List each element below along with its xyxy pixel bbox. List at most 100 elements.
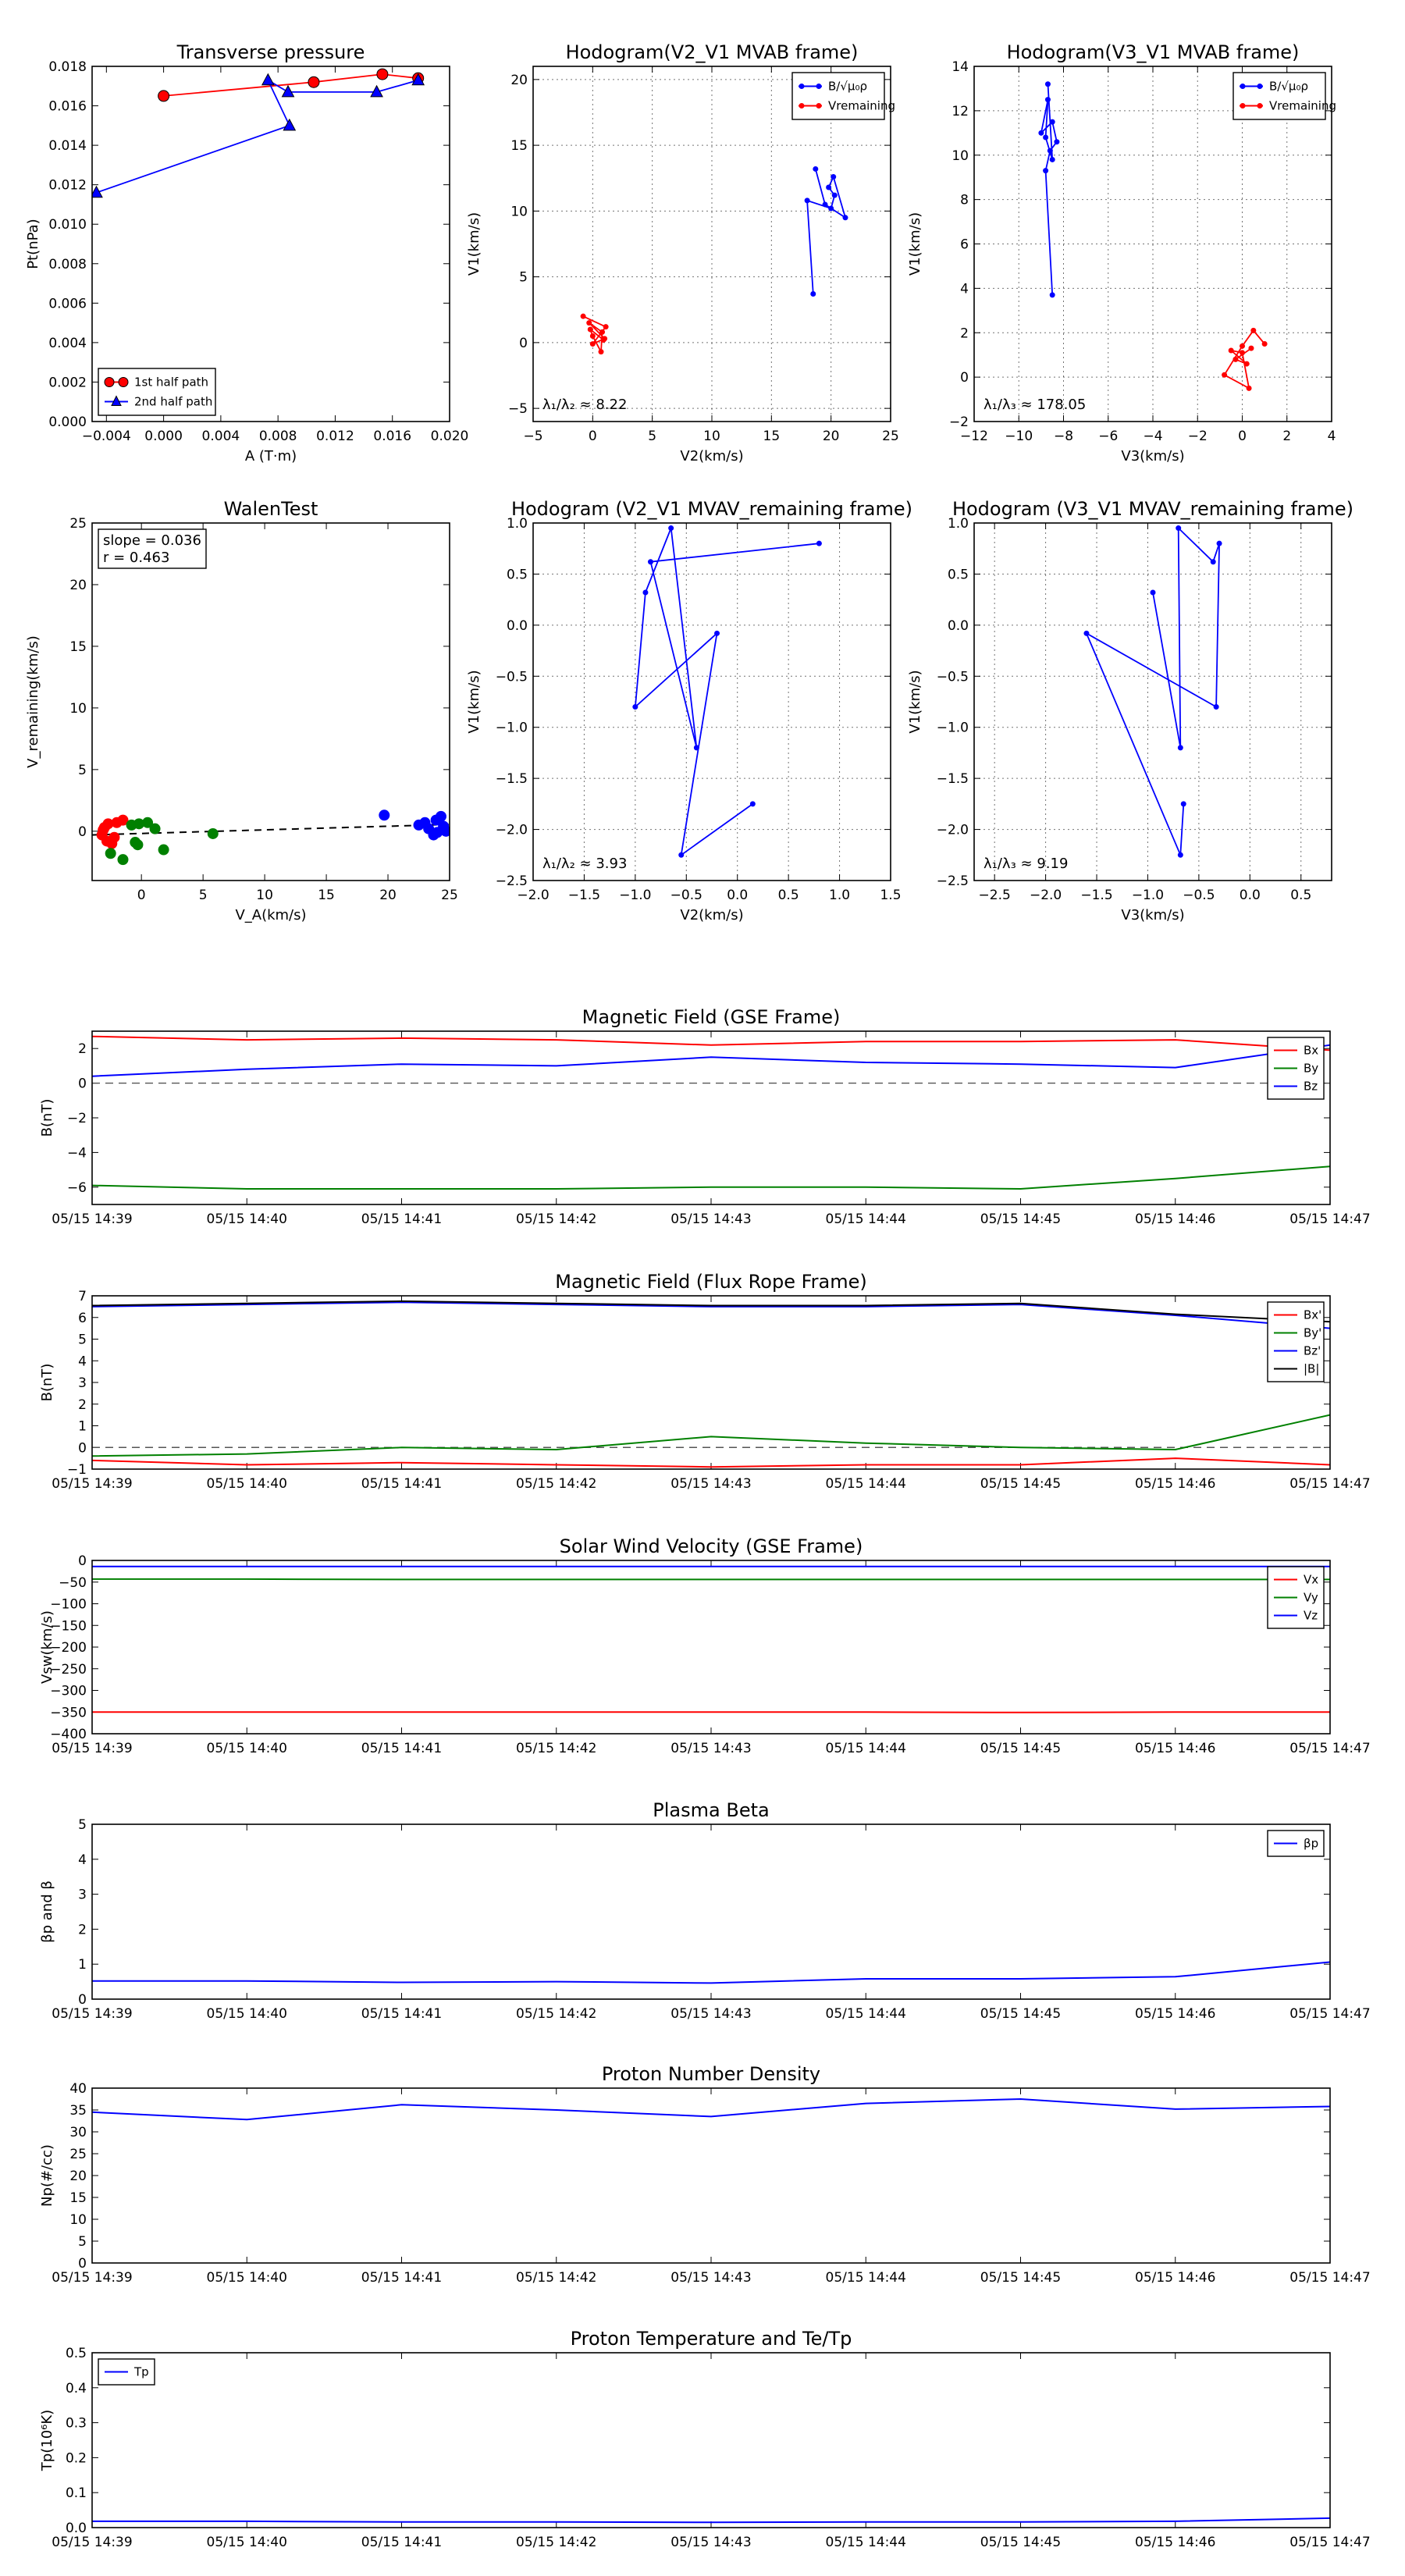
chart-title: Hodogram (V3_V1 MVAV_remaining frame) — [952, 498, 1353, 520]
y-tick-label: 5 — [78, 1817, 87, 1833]
y-tick-label: 0.0 — [948, 618, 969, 634]
chart-title: Proton Number Density — [602, 2063, 820, 2085]
legend: 1st half path 2nd half path — [98, 368, 216, 416]
eigenvalue-ratio-label: λ₁/λ₂ ≈ 3.93 — [542, 856, 627, 872]
y-tick-label: 0 — [78, 1440, 87, 1456]
y-tick-label: 0.004 — [48, 336, 87, 351]
x-tick-label: 05/15 14:43 — [670, 2535, 751, 2550]
data-point-dot — [647, 559, 653, 565]
data-point-dot — [828, 205, 834, 212]
legend-label: Bz — [1304, 1080, 1318, 1094]
y-tick-label: 10 — [69, 701, 87, 717]
data-point-dot — [714, 630, 720, 636]
y-tick-label: 6 — [960, 237, 969, 253]
y-tick-label: −2 — [67, 1111, 87, 1126]
chart-title: Transverse pressure — [176, 41, 365, 63]
data-point-dot — [816, 540, 822, 546]
chart-title: Hodogram(V3_V1 MVAB frame) — [1007, 41, 1300, 63]
data-point-dot — [831, 192, 838, 198]
plot-area — [92, 809, 450, 866]
plot-area — [92, 2517, 1330, 2524]
y-tick-label: 0 — [78, 1076, 87, 1092]
series-line-0 — [92, 1457, 1330, 1468]
x-tick-label: 05/15 14:39 — [52, 1476, 132, 1492]
x-tick-label: −2.0 — [1030, 888, 1062, 903]
hodogram-v2-v1-mvav-chart: −2.0 −1.5 −1.0 −0.5 0.0 0.5 1.0 1.5−2.5−2.0−1.5… — [466, 498, 912, 923]
hodogram-v3-v1-mvab-chart: −12 −10 −8 −6 −4 −2 0 2 4 −2 0 2 4 6 8 10 12 14 Hodogram(V… — [907, 41, 1336, 464]
y-tick-label: −100 — [50, 1597, 87, 1613]
x-tick-label: −8 — [1054, 429, 1073, 444]
plot-area — [92, 1300, 1330, 1468]
legend-label: Vy — [1304, 1591, 1318, 1605]
series-line-2 — [92, 1044, 1330, 1077]
x-tick-label: 05/15 14:45 — [980, 2270, 1061, 2286]
hodogram-v2-v1-mvab-chart: −5 0 5 10 15 20 25 −5 0 5 10 15 20 Hodogram(V2_V1 MVA… — [466, 41, 899, 464]
x-tick-label: 05/15 14:39 — [52, 2006, 132, 2022]
plot-frame — [973, 522, 1332, 881]
data-point-triangle — [283, 118, 297, 131]
x-tick-label: −10 — [1005, 429, 1033, 444]
y-tick-label: −400 — [50, 1727, 87, 1742]
data-point-dot — [822, 201, 828, 208]
y-tick-label: −2 — [949, 415, 969, 430]
data-point-dot — [749, 801, 756, 807]
data-point-dot — [1049, 292, 1055, 298]
legend-label: B/√μ₀ρ — [828, 80, 867, 94]
x-tick-label: 05/15 14:41 — [361, 2270, 442, 2286]
x-tick-label: 25 — [882, 429, 899, 444]
data-point-dot — [1044, 97, 1051, 103]
x-tick-label: 05/15 14:43 — [670, 1741, 751, 1756]
y-tick-label: −250 — [50, 1662, 87, 1678]
x-tick-label: 05/15 14:44 — [826, 2006, 906, 2022]
legend-label: Bx' — [1304, 1308, 1321, 1322]
x-tick-label: 05/15 14:39 — [52, 1212, 132, 1227]
y-tick-label: 1 — [78, 1957, 87, 1973]
legend-label: 2nd half path — [134, 395, 212, 409]
data-point-dot — [826, 184, 832, 190]
y-axis-label: V1(km/s) — [907, 670, 923, 733]
data-point-dot — [842, 215, 848, 221]
y-tick-label: −0.5 — [496, 669, 528, 685]
y-axis-label: B(nT) — [39, 1099, 55, 1137]
y-tick-label: 0.016 — [48, 99, 87, 115]
y-tick-label: 0.4 — [66, 2381, 87, 2396]
data-point — [108, 831, 120, 843]
eigenvalue-ratio-label: λ₁/λ₃ ≈ 178.05 — [984, 397, 1086, 413]
legend-label: Vremaining — [1269, 99, 1336, 113]
legend-label: 1st half path — [134, 375, 208, 390]
x-tick-label: 0.000 — [144, 429, 183, 444]
x-tick-label: 4 — [1328, 429, 1336, 444]
legend-label: |B| — [1304, 1362, 1319, 1376]
data-point-dot — [804, 197, 810, 204]
series-line-0 — [92, 1711, 1330, 1713]
x-tick-label: −12 — [960, 429, 988, 444]
legend-marker — [816, 84, 822, 89]
plot-frame — [91, 1030, 1331, 1205]
proton-number-density-chart: 05/15 14:39 05/15 14:40 05/15 14:41 05/15 1… — [39, 2063, 1371, 2286]
x-tick-label: 05/15 14:41 — [361, 1741, 442, 1756]
legend-marker — [111, 395, 122, 406]
data-point-dot — [1043, 168, 1049, 174]
series-line-0 — [92, 1961, 1330, 1984]
y-tick-label: −1 — [67, 1462, 87, 1478]
legend-marker — [1240, 84, 1246, 89]
data-point — [379, 809, 390, 821]
data-point-dot — [1243, 361, 1250, 367]
data-point-dot — [1246, 385, 1252, 391]
y-tick-label: −300 — [50, 1684, 87, 1699]
data-point-dot — [1049, 119, 1055, 125]
data-point — [132, 839, 144, 851]
y-axis-label: Pt(nPa) — [25, 219, 41, 269]
x-tick-label: −6 — [1098, 429, 1118, 444]
plot-frame — [91, 1295, 1331, 1470]
y-axis-label: V1(km/s) — [907, 212, 923, 276]
y-tick-label: −2.5 — [496, 873, 528, 889]
y-tick-label: −2.0 — [937, 823, 969, 838]
data-point — [440, 825, 450, 837]
data-point-dot — [1038, 130, 1044, 136]
y-tick-label: −350 — [50, 1705, 87, 1720]
x-tick-label: 10 — [703, 429, 720, 444]
y-tick-label: 4 — [78, 1852, 87, 1868]
y-tick-label: 20 — [69, 2169, 87, 2184]
data-point-dot — [598, 349, 604, 355]
